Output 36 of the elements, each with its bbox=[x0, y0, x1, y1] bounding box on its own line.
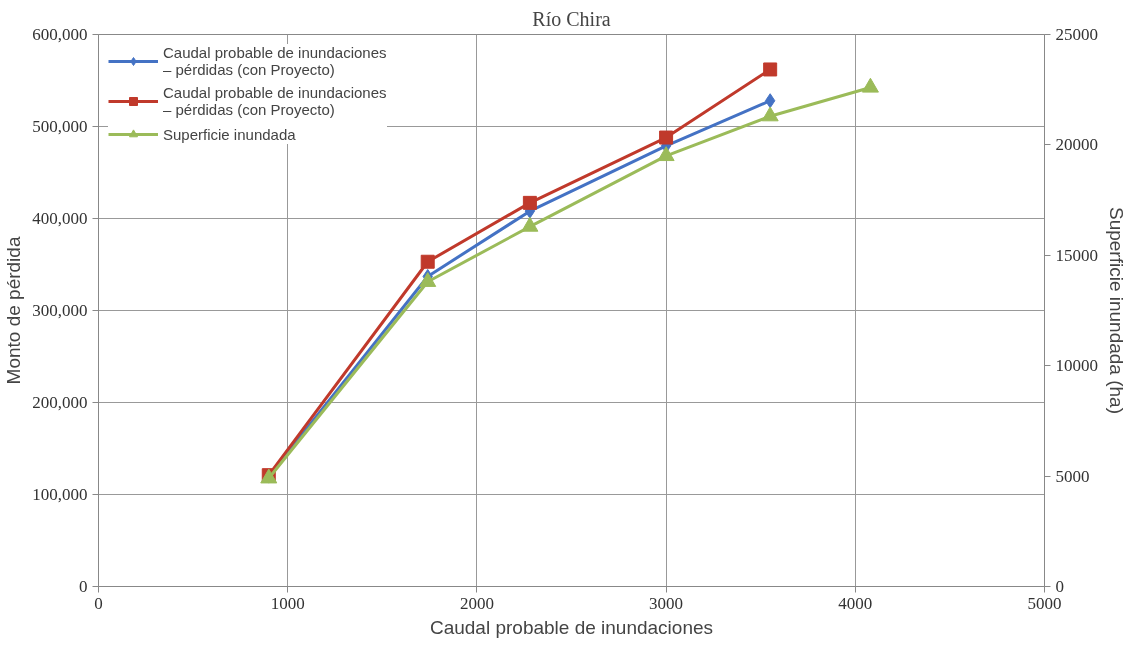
x-tick-label: 0 bbox=[94, 593, 103, 613]
legend-label: Superficie inundada bbox=[163, 125, 296, 143]
y-tick-label: 200,000 bbox=[32, 393, 88, 412]
y-tick-label: 300,000 bbox=[32, 301, 88, 320]
x-tick-label: 5000 bbox=[1027, 593, 1062, 613]
y2-tick-label: 5000 bbox=[1055, 466, 1090, 486]
x-tick-label: 3000 bbox=[649, 593, 684, 613]
chart-title: Río Chira bbox=[532, 7, 611, 30]
x-tick-label: 2000 bbox=[459, 593, 494, 613]
y-tick-label: 400,000 bbox=[32, 209, 88, 228]
y-tick-label: 0 bbox=[79, 577, 88, 596]
y-tick-label: 100,000 bbox=[32, 485, 88, 504]
point bbox=[657, 146, 675, 162]
y2-tick-label: 20000 bbox=[1055, 135, 1098, 155]
x-axis-title: Caudal probable de inundaciones bbox=[429, 616, 714, 638]
point bbox=[522, 195, 537, 210]
legend-label: Caudal probable de inundaciones – pérdidas (con Proyecto) bbox=[163, 44, 387, 78]
x-tick-label: 4000 bbox=[838, 593, 873, 613]
y-tick-label: 500,000 bbox=[32, 117, 88, 136]
point bbox=[419, 272, 437, 287]
point bbox=[764, 93, 776, 109]
y2-tick-label: 15000 bbox=[1055, 245, 1098, 265]
y2-tick-label: 0 bbox=[1055, 577, 1064, 596]
point bbox=[420, 254, 435, 269]
point bbox=[761, 106, 779, 122]
y-axis-title: Monto de pérdida bbox=[3, 236, 25, 385]
point bbox=[763, 62, 778, 77]
x-tick-label: 1000 bbox=[270, 593, 305, 613]
point bbox=[861, 77, 879, 93]
point bbox=[659, 130, 674, 145]
y2-axis-title: Superficie inundada (ha) bbox=[1106, 206, 1127, 415]
y2-tick-label: 25000 bbox=[1055, 25, 1098, 44]
y2-tick-label: 10000 bbox=[1055, 356, 1098, 376]
y-tick-label: 600,000 bbox=[32, 25, 88, 44]
point bbox=[521, 216, 539, 232]
legend-label: Caudal probable de inundaciones – pérdidas (con Proyecto) bbox=[163, 84, 387, 118]
